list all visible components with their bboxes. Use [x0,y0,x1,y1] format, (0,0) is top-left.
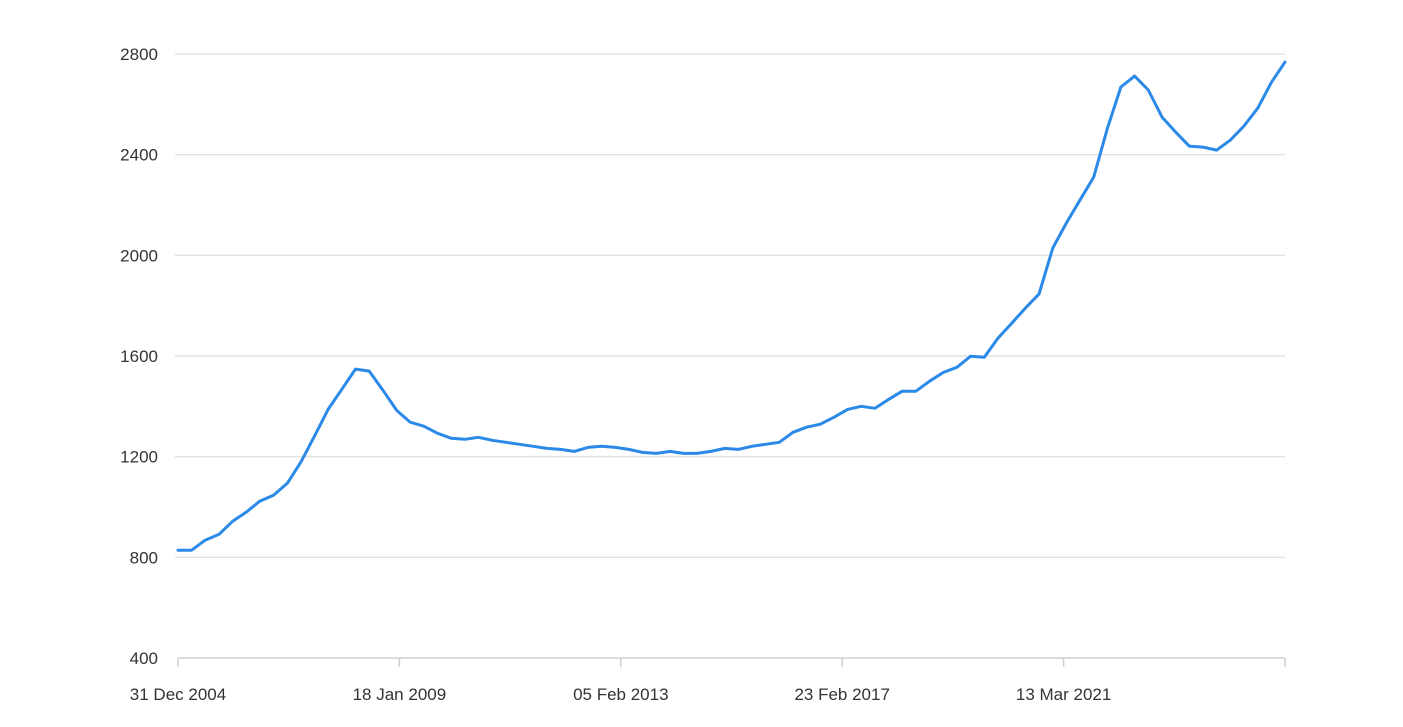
y-tick-label: 400 [130,649,158,668]
y-tick-label: 1200 [120,448,158,467]
x-tick-label: 23 Feb 2017 [794,685,889,704]
plot-area [176,60,1287,552]
y-tick-label: 2000 [120,246,158,265]
x-tick-label: 18 Jan 2009 [353,685,447,704]
y-tick-label: 2400 [120,146,158,165]
x-tick-label: 13 Mar 2021 [1016,685,1111,704]
y-axis: 400 800 1200 1600 2000 2400 2800 [120,45,158,668]
y-tick-label: 2800 [120,45,158,64]
gridlines [175,53,1285,559]
y-tick-label: 800 [130,548,158,567]
x-tick-label: 05 Feb 2013 [573,685,668,704]
x-axis: 31 Dec 2004 18 Jan 2009 05 Feb 2013 23 Feb … [130,657,1286,704]
x-tick-label: 31 Dec 2004 [130,685,226,704]
y-tick-label: 1600 [120,347,158,366]
series-line [176,60,1287,552]
